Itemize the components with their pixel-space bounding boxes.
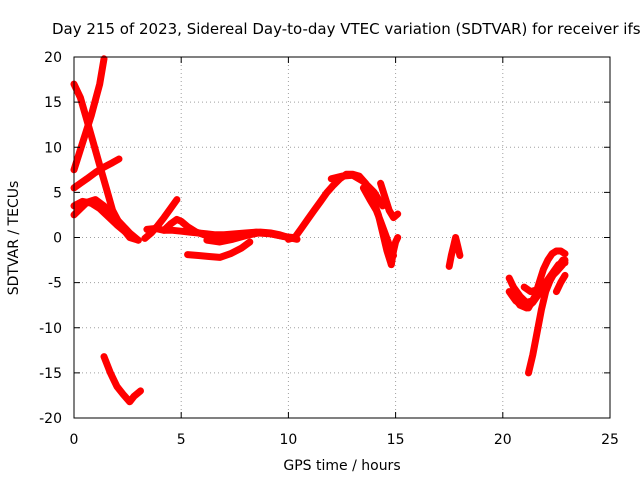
- chart-title: Day 215 of 2023, Sidereal Day-to-day VTE…: [52, 20, 640, 38]
- y-tick-labels: -20 -15 -10 -5 0 5 10 15 20: [39, 50, 62, 427]
- x-tick-label: 5: [177, 432, 186, 448]
- series-arc-3: [70, 155, 123, 192]
- x-tick-label: 20: [494, 432, 512, 448]
- y-tick-label: -10: [39, 321, 62, 337]
- y-tick-label: 0: [53, 231, 62, 247]
- x-tick-label: 25: [601, 432, 619, 448]
- x-tick-label: 10: [279, 432, 297, 448]
- x-tick-label: 15: [387, 432, 405, 448]
- y-tick-label: -5: [48, 276, 62, 292]
- y-tick-label: -20: [39, 411, 62, 427]
- series-arc-5: [70, 197, 138, 241]
- series-arc-12: [284, 170, 395, 269]
- series-arc-22: [525, 256, 567, 377]
- series-arc-7: [141, 196, 181, 242]
- series-arc-10: [184, 238, 254, 261]
- x-tick-label: 0: [70, 432, 79, 448]
- data-traces: [70, 55, 569, 406]
- series-arc-15: [377, 179, 402, 222]
- axis-ticks: [73, 56, 611, 419]
- y-tick-label: -15: [39, 366, 62, 382]
- y-tick-label: 5: [53, 185, 62, 201]
- series-arc-14: [359, 184, 397, 259]
- series-arc-1: [70, 55, 108, 174]
- x-axis-label: GPS time / hours: [283, 458, 400, 474]
- series-arc-11: [203, 229, 299, 246]
- series-arc-13: [327, 171, 387, 210]
- series-arc-23: [552, 271, 569, 296]
- y-tick-label: 20: [44, 50, 62, 66]
- y-tick-label: 10: [44, 140, 62, 156]
- grid-lines: [74, 57, 610, 418]
- x-tick-labels: 0 5 10 15 20 25: [70, 432, 619, 448]
- series-arc-6: [100, 353, 144, 406]
- series-arc-17: [445, 234, 464, 270]
- series-arc-16: [387, 234, 402, 269]
- y-tick-label: 15: [44, 95, 62, 111]
- y-axis-label: SDTVAR / TECUs: [6, 181, 22, 296]
